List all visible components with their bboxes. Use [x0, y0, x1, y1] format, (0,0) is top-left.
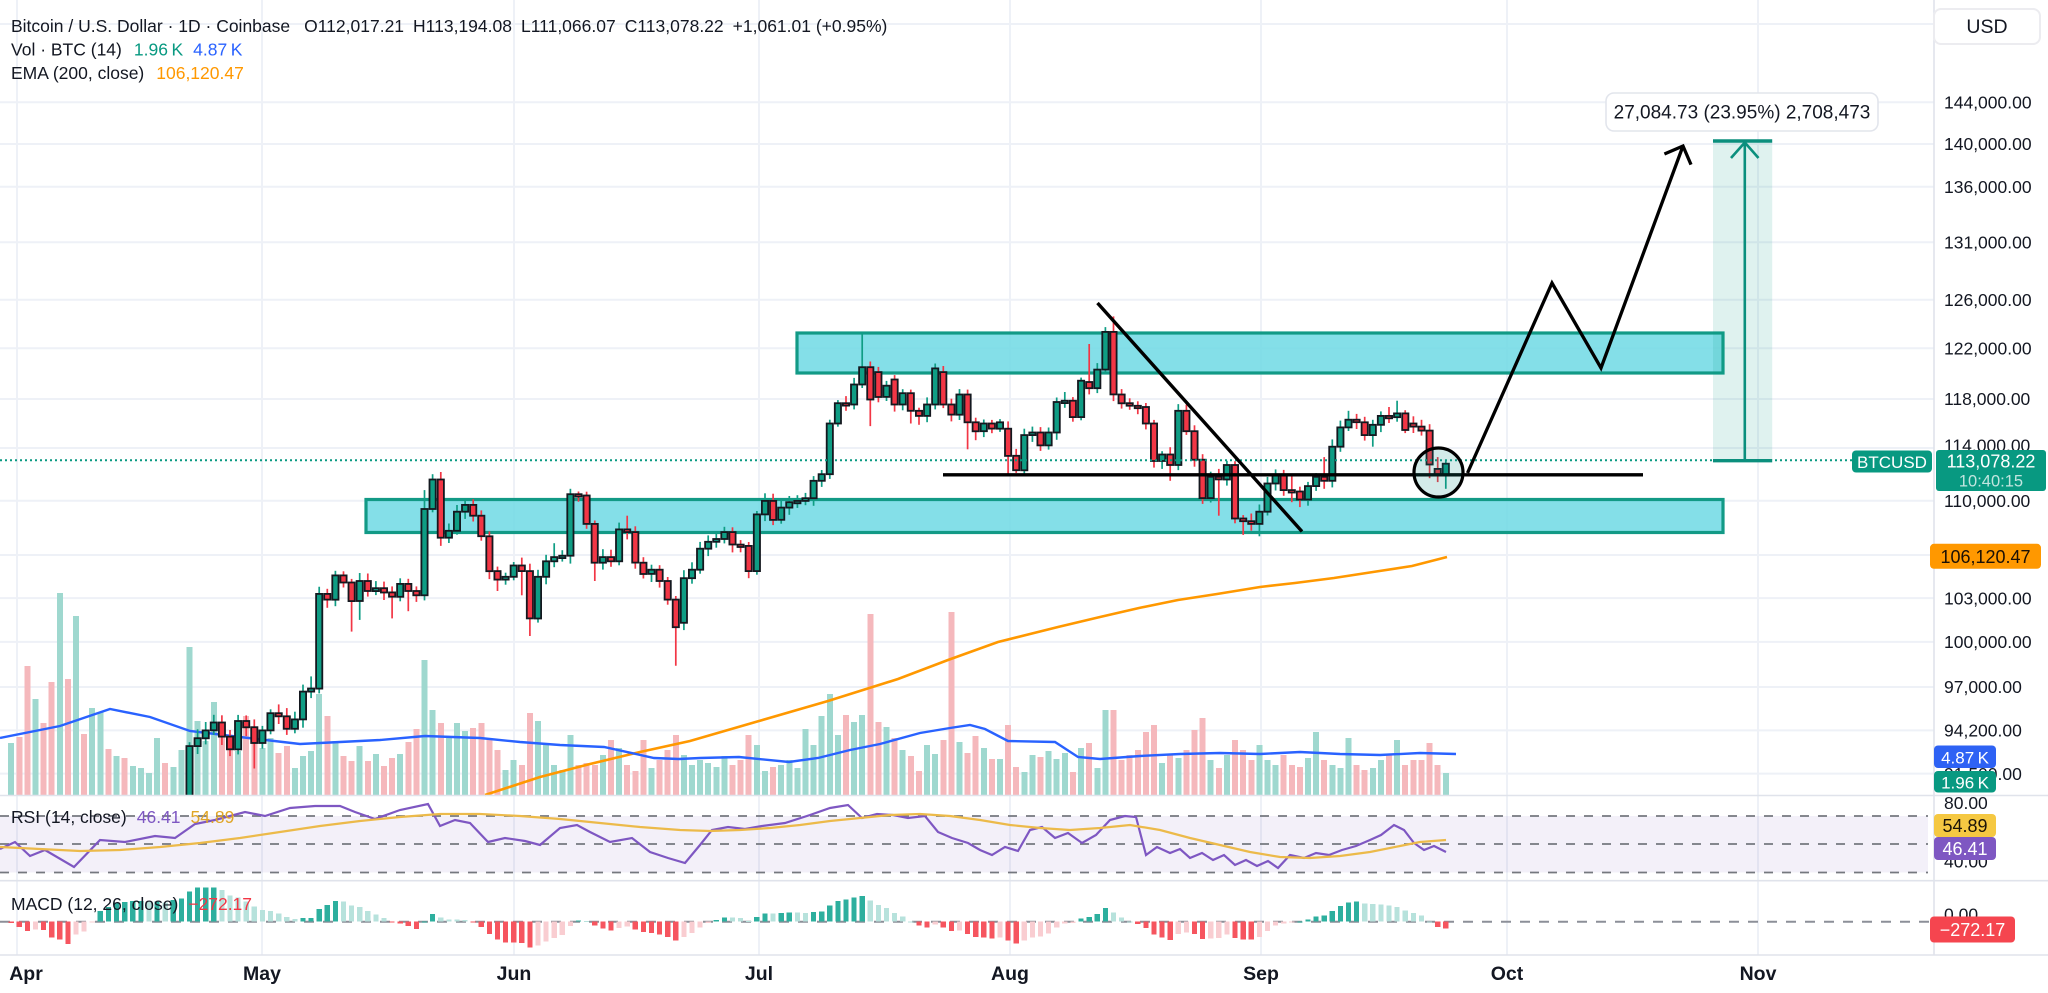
svg-text:27,084.73 (23.95%) 2,708,473: 27,084.73 (23.95%) 2,708,473 — [1614, 103, 1871, 124]
svg-text:Sep: Sep — [1243, 963, 1279, 985]
svg-text:Bitcoin / U.S. Dollar · 1D · C: Bitcoin / U.S. Dollar · 1D · Coinbase O11… — [11, 16, 887, 36]
svg-text:110,000.00: 110,000.00 — [1944, 491, 2031, 511]
svg-text:MACD (12, 26, close)−272.17: MACD (12, 26, close) −272.17 — [11, 894, 252, 914]
svg-text:136,000.00: 136,000.00 — [1944, 177, 2032, 197]
svg-text:94,200.00: 94,200.00 — [1944, 721, 2022, 741]
svg-text:140,000.00: 140,000.00 — [1944, 134, 2032, 154]
svg-text:126,000.00: 126,000.00 — [1944, 290, 2032, 310]
svg-text:1.96 K: 1.96 K — [1941, 773, 1989, 792]
svg-text:BTCUSD: BTCUSD — [1857, 453, 1927, 472]
svg-text:113,078.22: 113,078.22 — [1947, 452, 2036, 472]
svg-text:106,120.47: 106,120.47 — [1940, 547, 2030, 567]
svg-text:10:40:15: 10:40:15 — [1959, 473, 2023, 491]
svg-text:Oct: Oct — [1491, 963, 1524, 985]
svg-text:USD: USD — [1966, 16, 2007, 38]
svg-text:Jul: Jul — [745, 963, 773, 985]
svg-text:97,000.00: 97,000.00 — [1944, 677, 2022, 697]
svg-text:131,000.00: 131,000.00 — [1944, 233, 2032, 253]
svg-text:144,000.00: 144,000.00 — [1944, 93, 2032, 113]
svg-text:May: May — [243, 963, 281, 985]
svg-text:Apr: Apr — [9, 963, 43, 985]
svg-text:Jun: Jun — [497, 963, 532, 985]
svg-text:122,000.00: 122,000.00 — [1944, 339, 2032, 359]
svg-text:118,000.00: 118,000.00 — [1944, 389, 2031, 409]
svg-text:46.41: 46.41 — [1942, 839, 1987, 859]
svg-text:103,000.00: 103,000.00 — [1944, 588, 2032, 608]
svg-text:Nov: Nov — [1740, 963, 1777, 985]
svg-text:4.87 K: 4.87 K — [1941, 748, 1989, 767]
svg-text:Aug: Aug — [991, 963, 1029, 985]
svg-text:100,000.00: 100,000.00 — [1944, 632, 2032, 652]
svg-text:EMA (200, close)106,120.47: EMA (200, close) 106,120.47 — [11, 63, 244, 83]
svg-text:80.00: 80.00 — [1944, 793, 1988, 813]
svg-text:54.89: 54.89 — [1942, 816, 1987, 836]
svg-text:−272.17: −272.17 — [1940, 920, 2006, 940]
